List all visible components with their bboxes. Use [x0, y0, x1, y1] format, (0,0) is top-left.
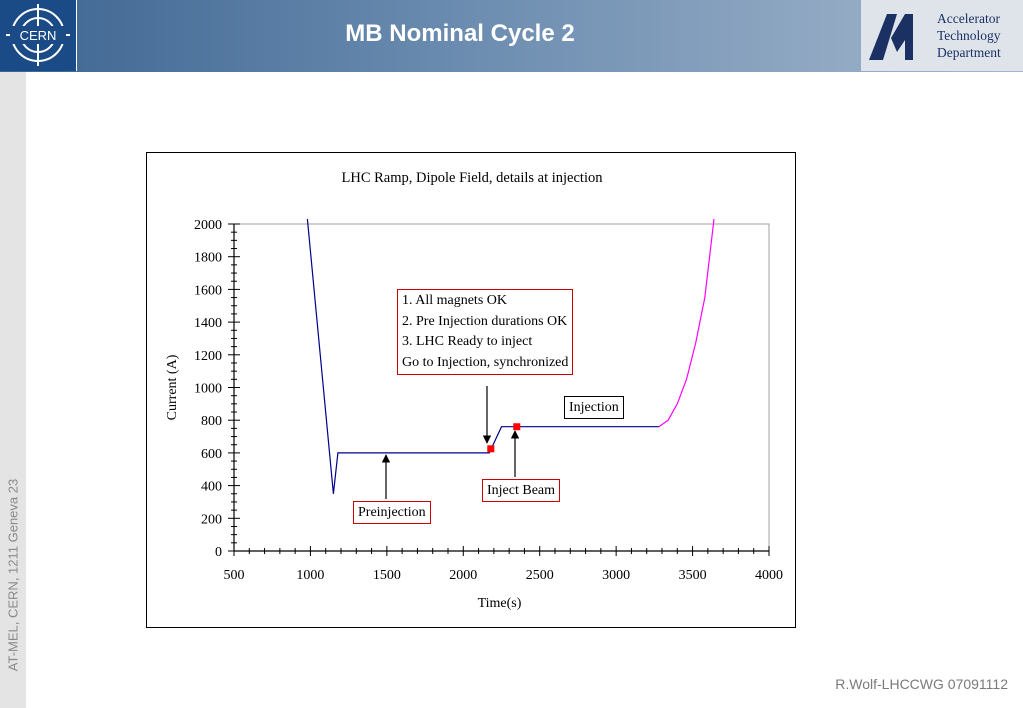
atd-line-3: Department — [937, 45, 1001, 60]
y-tick-label: 600 — [201, 447, 222, 462]
y-tick-label: 1400 — [194, 316, 222, 331]
chart-title: LHC Ramp, Dipole Field, details at injec… — [342, 170, 604, 186]
y-tick-label: 1000 — [194, 382, 222, 397]
x-axis-label: Time(s) — [478, 596, 522, 611]
x-tick-label: 3500 — [679, 568, 707, 583]
x-tick-label: 2000 — [449, 568, 477, 583]
y-tick-label: 1600 — [194, 283, 222, 298]
y-tick-label: 400 — [201, 480, 222, 495]
inject-beam-label: Inject Beam — [482, 479, 561, 502]
y-tick-label: 1800 — [194, 251, 222, 266]
x-tick-label: 2500 — [526, 568, 554, 583]
data-marker — [487, 445, 495, 453]
conditions-line-3: 3. LHC Ready to inject — [402, 334, 533, 349]
ramp-chart: 0 200 400 600 800 1000 1200 1400 1600 1800 2000 500… — [165, 170, 783, 611]
injection-label: Injection — [564, 396, 624, 419]
conditions-callout: 1. All magnets OK 2. Pre Injection durat… — [397, 289, 574, 375]
conditions-line-4: Go to Injection, synchronized — [402, 354, 569, 370]
series-line-main — [306, 219, 659, 494]
footer-credit: R.Wolf-LHCCWG 07091112 — [835, 676, 1008, 692]
conditions-line-1: 1. All magnets OK — [402, 293, 507, 308]
x-tick-label: 3000 — [602, 568, 630, 583]
x-tick-label: 500 — [224, 568, 245, 583]
chart-frame: 0 200 400 600 800 1000 1200 1400 1600 1800 2000 500… — [146, 152, 796, 628]
x-tick-label: 1500 — [373, 568, 401, 583]
conditions-line-2: 2. Pre Injection durations OK — [402, 313, 568, 329]
data-marker — [513, 423, 521, 431]
sidebar — [0, 72, 26, 708]
atd-logo: Accelerator Technology Department — [861, 0, 1023, 71]
y-tick-label: 800 — [201, 414, 222, 429]
slide-header: CERN MB Nominal Cycle 2 Accelerator Tech… — [0, 0, 1023, 72]
sidebar-caption: AT-MEL, CERN, 1211 Geneva 23 — [5, 478, 21, 672]
series-line-ramp — [658, 219, 715, 428]
preinjection-label: Preinjection — [353, 501, 431, 524]
y-axis-label: Current (A) — [165, 354, 180, 420]
x-tick-label: 4000 — [755, 568, 783, 583]
atd-logo-text: Accelerator Technology Department — [937, 10, 1001, 61]
x-tick-label: 1000 — [296, 568, 324, 583]
page-title: MB Nominal Cycle 2 — [345, 20, 575, 47]
atd-line-2: Technology — [937, 28, 1001, 43]
y-tick-label: 200 — [201, 512, 222, 527]
cern-logo-text: CERN — [20, 28, 57, 43]
y-tick-label: 0 — [215, 545, 222, 560]
cern-logo: CERN — [0, 0, 77, 71]
y-tick-label: 2000 — [194, 218, 222, 233]
atd-line-1: Accelerator — [937, 11, 1000, 26]
y-tick-label: 1200 — [194, 349, 222, 364]
